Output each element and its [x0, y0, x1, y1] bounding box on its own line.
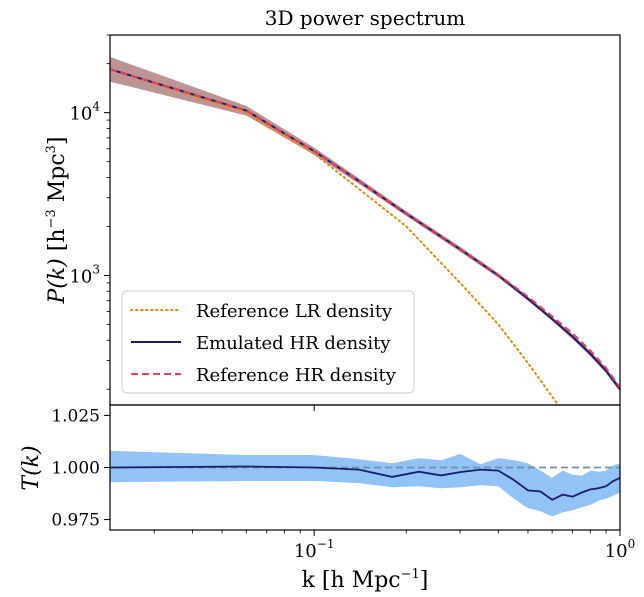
bottom-xtick-label-1: 100: [605, 537, 636, 562]
top-panel-lines: [110, 68, 620, 405]
bottom-ytick-label-1: 1.000: [51, 459, 100, 479]
series-band-1: [110, 56, 620, 392]
legend-label-emulated: Emulated HR density: [196, 333, 391, 354]
top-y-axis-label: P(k) [h−3 Mpc3]: [44, 136, 70, 304]
ratio-line: [110, 465, 620, 501]
bottom-panel-frame: [109, 404, 621, 531]
x-axis-label: k [h Mpc−1]: [302, 567, 429, 593]
top-ytick-label-1: 103: [69, 262, 100, 287]
bottom-panel-lines: [110, 465, 620, 501]
top-panel-bands: [110, 56, 620, 392]
bottom-ytick-label-2: 0.975: [51, 511, 100, 531]
legend-label-lr: Reference LR density: [196, 301, 393, 322]
top-ytick-label-0: 104: [69, 100, 100, 125]
legend-box: [121, 290, 415, 394]
bottom-panel-bands: [110, 450, 620, 517]
bottom-xtick-label-0: 10−1: [294, 537, 335, 562]
legend: Reference LR density Emulated HR density…: [121, 290, 415, 394]
bottom-ytick-label-0: 1.025: [51, 406, 100, 426]
bottom-y-axis-label: T(k): [19, 445, 44, 490]
legend-label-hr: Reference HR density: [196, 365, 397, 386]
bottom-panel-ticks: 1.025 1.000 0.975 10−1 100: [51, 406, 635, 562]
ratio-band: [110, 450, 620, 517]
chart-title: 3D power spectrum: [265, 6, 465, 30]
series-line-2: [110, 68, 620, 389]
